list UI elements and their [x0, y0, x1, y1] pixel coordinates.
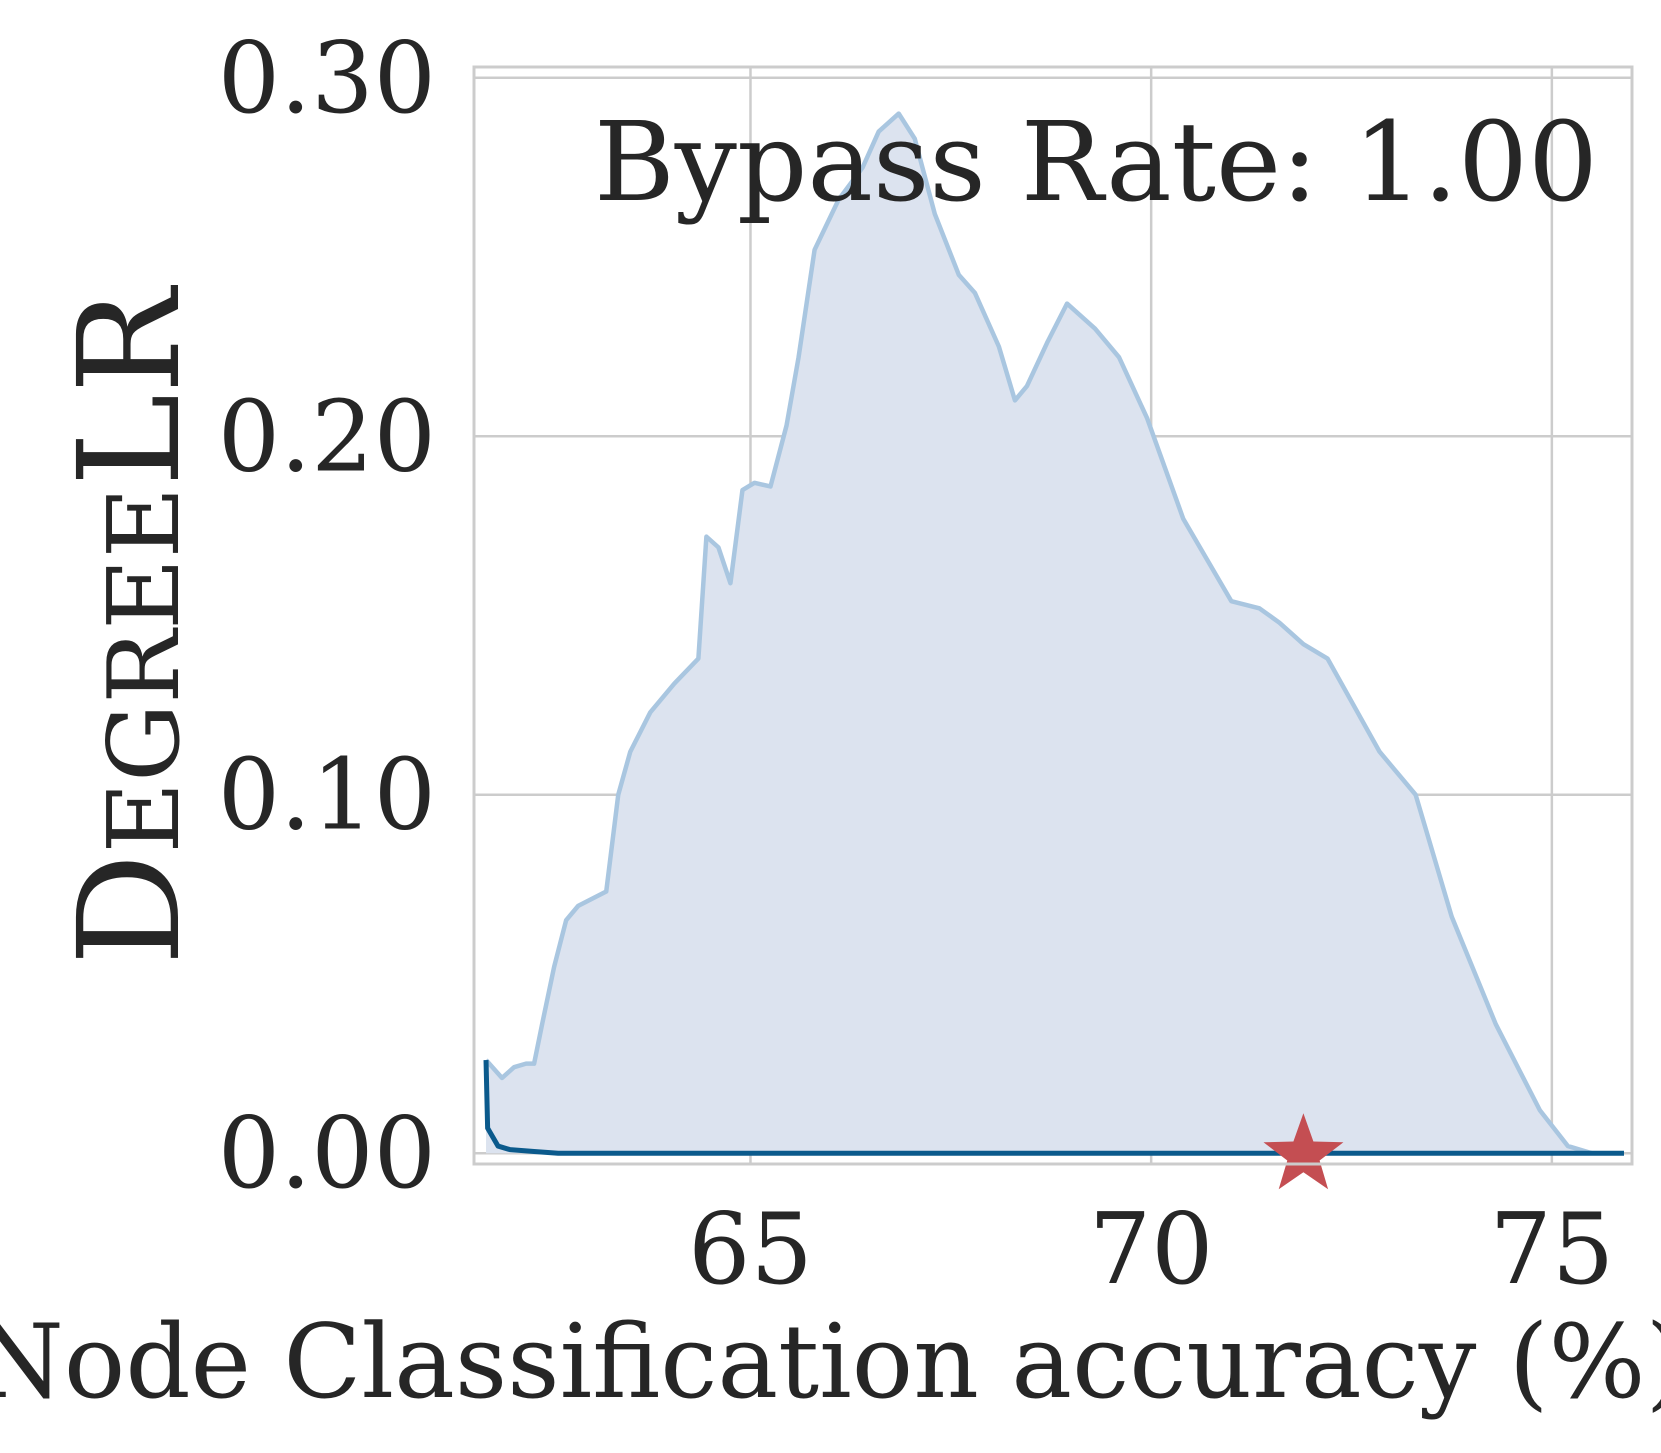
x-tick-labels: 65 70 75 — [688, 1193, 1614, 1307]
bypass-rate-annotation: Bypass Rate: 1.00 — [594, 98, 1598, 226]
y-tick-labels: 0.00 0.10 0.20 0.30 — [218, 22, 436, 1211]
y-tick-label: 0.30 — [218, 22, 436, 136]
marker-layer — [1263, 1113, 1344, 1190]
plot-frame — [472, 65, 1634, 1166]
x-tick-label: 70 — [1089, 1193, 1214, 1307]
x-tick-label: 75 — [1490, 1193, 1615, 1307]
density-area-layer — [484, 111, 1624, 1156]
y-tick-label: 0.20 — [218, 380, 436, 494]
x-tick-label: 65 — [688, 1193, 813, 1307]
y-axis-label: DegreeLR — [49, 285, 212, 966]
density-area-fill — [486, 113, 1624, 1154]
x-axis-label: Node Classification accuracy (%) — [0, 1303, 1661, 1422]
star-marker — [1263, 1113, 1344, 1190]
y-tick-label: 0.00 — [218, 1097, 436, 1211]
y-tick-label: 0.10 — [218, 739, 436, 853]
density-area-outline — [484, 111, 1624, 1156]
